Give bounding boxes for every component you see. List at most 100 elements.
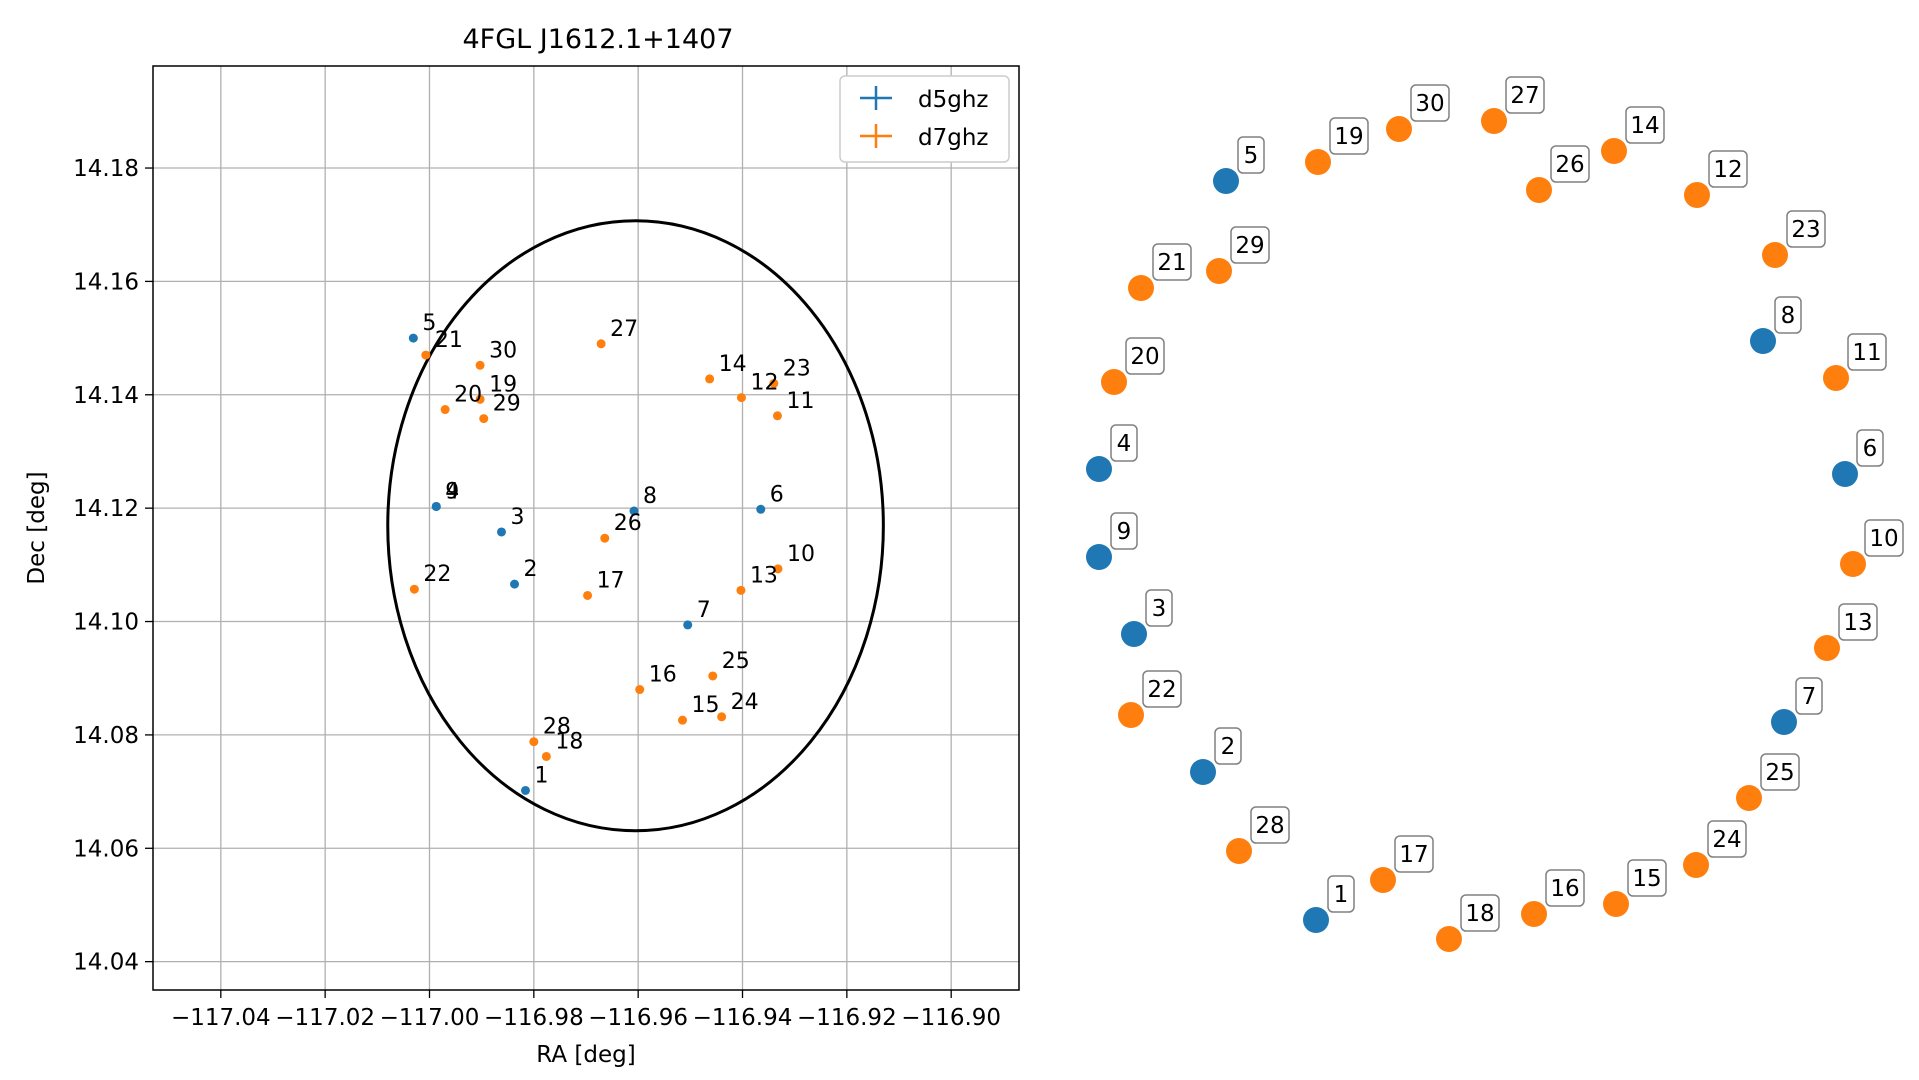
y-tick-label: 14.16: [73, 269, 139, 295]
ring-marker-27: [1481, 108, 1507, 134]
point-d5ghz-8: [629, 506, 639, 516]
point-d5ghz-2: [510, 579, 520, 589]
point-label-2: 2: [524, 557, 538, 582]
ring-marker-2: [1190, 759, 1216, 785]
point-d7ghz-13: [736, 585, 746, 595]
point-d7ghz-11: [772, 411, 782, 421]
ring-label-11: 11: [1852, 340, 1881, 366]
ring-marker-23: [1762, 242, 1788, 268]
ring-marker-26: [1526, 177, 1552, 203]
point-d5ghz-1: [520, 785, 530, 795]
point-label-11: 11: [786, 389, 814, 414]
ring-marker-10: [1840, 551, 1866, 577]
x-tick-label: −116.96: [588, 1005, 688, 1031]
ring-marker-4: [1086, 456, 1112, 482]
ring-label-box-3: [1145, 589, 1173, 627]
y-tick-label: 14.18: [73, 156, 139, 182]
point-label-17: 17: [597, 568, 625, 593]
point-label-27: 27: [610, 317, 638, 342]
ring-label-17: 17: [1399, 842, 1428, 868]
ring-label-21: 21: [1157, 250, 1186, 276]
ring-label-box-30: [1410, 84, 1450, 122]
point-d5ghz-7: [683, 620, 693, 630]
point-d7ghz-22: [409, 584, 419, 594]
y-tick-label: 14.10: [73, 610, 139, 636]
ring-label-28: 28: [1255, 813, 1284, 839]
left-chart: 4FGL J1612.1+1407 1234567891011121314151…: [24, 24, 1020, 1068]
ring-marker-14: [1601, 138, 1627, 164]
y-tick-label: 14.06: [73, 836, 139, 862]
ring-label-20: 20: [1130, 344, 1159, 370]
point-label-5: 5: [422, 311, 436, 336]
ring-label-2: 2: [1221, 734, 1236, 760]
point-d7ghz-21: [421, 350, 431, 360]
ring-marker-21: [1128, 275, 1154, 301]
ring-marker-24: [1683, 852, 1709, 878]
point-label-16: 16: [649, 663, 677, 688]
ring-label-box-17: [1394, 835, 1434, 873]
point-d7ghz-26: [600, 533, 610, 543]
point-label-29: 29: [493, 392, 521, 417]
legend-d7ghz-label: d7ghz: [918, 125, 988, 151]
grid: [153, 66, 1019, 990]
y-ticks: 14.04 14.06 14.08 14.10 14.12 14.14 14.16 14.18: [73, 156, 153, 976]
x-tick-label: −117.02: [275, 1005, 375, 1031]
ring-label-box-9: [1110, 512, 1138, 550]
ring-label-box-6: [1856, 429, 1884, 467]
point-d7ghz-12: [736, 393, 746, 403]
ring-marker-8: [1750, 328, 1776, 354]
ellipse-outline: [386, 219, 885, 833]
x-tick-label: −116.92: [797, 1005, 897, 1031]
ring-label-9: 9: [1117, 519, 1132, 545]
ring-label-1: 1: [1334, 882, 1349, 908]
ring-label-box-20: [1125, 337, 1165, 375]
ring-marker-9: [1086, 544, 1112, 570]
point-d5ghz-3: [496, 527, 506, 537]
ring-label-7: 7: [1802, 684, 1817, 710]
x-tick-label: −117.04: [171, 1005, 271, 1031]
ring-marker-7: [1771, 709, 1797, 735]
ring-label-26: 26: [1555, 152, 1584, 178]
ring-label-19: 19: [1334, 124, 1363, 150]
ring-label-10: 10: [1869, 526, 1898, 552]
point-d7ghz-19: [475, 394, 485, 404]
point-label-10: 10: [787, 542, 815, 567]
ring-label-box-29: [1230, 226, 1270, 264]
ring-label-box-10: [1864, 519, 1904, 557]
ring-label-box-12: [1708, 150, 1748, 188]
ring-label-box-2: [1214, 727, 1242, 765]
error-ellipse: [386, 219, 885, 833]
point-label-28: 28: [543, 715, 571, 740]
ring-marker-12: [1684, 182, 1710, 208]
ring-marker-1: [1303, 907, 1329, 933]
point-d7ghz-30: [475, 360, 485, 370]
x-tick-label: −116.90: [901, 1005, 1001, 1031]
point-d5ghz-9: [431, 501, 441, 511]
chart-title: 4FGL J1612.1+1407: [462, 24, 733, 55]
point-label-22: 22: [423, 562, 451, 587]
legend: d5ghz d7ghz: [839, 75, 1010, 163]
point-label-7: 7: [697, 598, 711, 623]
point-label-18: 18: [555, 729, 583, 754]
point-d7ghz-16: [635, 685, 645, 695]
ring-label-box-15: [1627, 859, 1667, 897]
x-tick-label: −116.94: [693, 1005, 793, 1031]
y-tick-label: 14.04: [73, 950, 139, 976]
ring-label-box-24: [1707, 820, 1747, 858]
y-tick-label: 14.14: [73, 383, 139, 409]
ring-marker-28: [1226, 838, 1252, 864]
point-label-13: 13: [750, 563, 778, 588]
point-d7ghz-27: [596, 339, 606, 349]
ring-label-4: 4: [1117, 431, 1132, 457]
legend-d5ghz-label: d5ghz: [918, 87, 988, 113]
point-d7ghz-10: [773, 564, 783, 574]
ring-label-3: 3: [1152, 596, 1167, 622]
plot-frame: [152, 65, 1020, 991]
ring-label-16: 16: [1550, 876, 1579, 902]
point-label-14: 14: [719, 352, 747, 377]
point-label-24: 24: [731, 690, 759, 715]
ring-label-box-28: [1250, 806, 1290, 844]
ring-label-box-19: [1329, 117, 1369, 155]
point-label-25: 25: [722, 649, 750, 674]
ring-label-27: 27: [1510, 83, 1539, 109]
